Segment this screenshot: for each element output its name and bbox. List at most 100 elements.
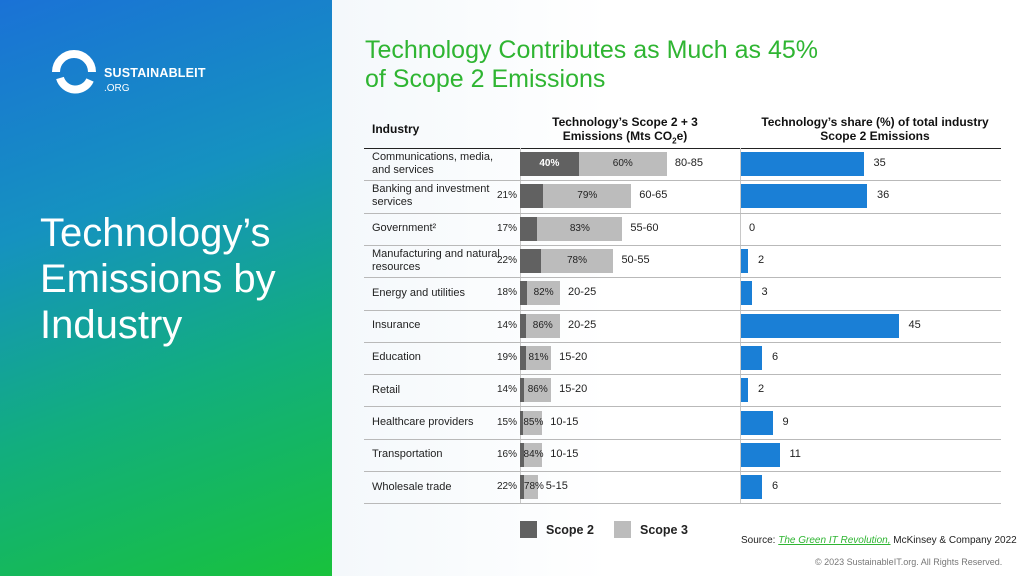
category-label: Healthcare providers [372,416,474,429]
row-rule [364,277,1001,279]
section-title: Technology’s Emissions by Industry [40,211,276,347]
row-rule [364,244,1001,246]
emission-range-label: 15-20 [559,350,588,363]
scope3-label: 82% [533,287,554,299]
legend-label-scope3: Scope 3 [640,523,688,537]
emission-range-label: 55-60 [630,221,659,234]
scope2-label: 18% [496,287,517,299]
row-rule [364,503,1001,505]
scope2-label: 40% [539,158,560,170]
source-prefix: Source: [741,535,779,546]
copyright: © 2023 SustainableIT.org. All Rights Res… [815,557,1003,567]
divider-share [740,148,741,504]
scope3-bar [543,184,632,209]
share-bar [741,442,780,467]
scope3-label: 85% [523,416,544,428]
scope2-bar [520,313,526,338]
scope3-label: 60% [612,158,633,170]
logo-mark-icon [52,50,96,94]
scope2-bar [520,378,525,403]
scope3-bar [523,410,543,435]
category-label: Manufacturing and natural resources [372,248,500,274]
scope3-label: 78% [523,481,544,493]
title-line-1: Technology Contributes as Much as 45% [365,36,819,64]
scope2-bar [520,475,524,500]
scope3-bar [523,442,543,467]
share-bar [741,475,762,500]
scope2-label: 16% [496,448,517,460]
header-emissions-pre: Emissions (Mts CO [562,129,673,143]
emission-range-label: 10-15 [550,415,579,428]
scope2-bar [520,442,524,467]
row-rule [364,471,1001,472]
scope2-label: 15% [496,416,517,428]
share-bar [741,281,752,306]
share-value-label: 36 [877,189,890,202]
scope3-label: 86% [527,384,548,396]
source-link[interactable]: The Green IT Revolution, [778,535,891,546]
row-rule [364,374,1001,376]
scope2-bar [520,410,524,435]
category-label: Energy and utilities [372,286,465,299]
scope2-label: 22% [496,481,517,493]
share-bar [741,313,899,338]
category-label: Banking and investment services [372,183,490,209]
category-label: Education [372,351,421,364]
scope3-label: 86% [532,319,553,331]
share-value-label: 35 [873,157,886,170]
header-share: Technology’s share (%) of total industry… [745,115,1005,143]
emission-range-label: 20-25 [568,286,597,299]
scope2-bar [520,216,538,241]
title-line-2: of Scope 2 Emissions [365,65,606,93]
share-value-label: 6 [772,480,779,493]
row-rule [364,212,1001,214]
source-citation: Source: The Green IT Revolution, McKinse… [741,535,1017,546]
header-emissions-sub: 2 [672,136,677,146]
legend-swatch-scope2 [520,521,537,538]
row-rule [364,180,1001,182]
share-value-label: 3 [761,286,768,299]
emission-range-label: 80-85 [674,157,703,170]
emission-range-label: 50-55 [621,254,650,267]
legend-swatch-scope3 [614,521,631,538]
scope2-label: 22% [496,255,517,267]
share-value-label: 9 [782,415,789,428]
share-bar [741,410,773,435]
scope3-bar [527,281,561,306]
category-label: Insurance [372,319,421,332]
header-emissions-post: e) [676,129,688,143]
emission-range-label: 20-25 [568,318,597,331]
category-label: Retail [372,383,401,396]
scope2-label: 19% [496,351,517,363]
row-rule [364,341,1001,343]
header-emissions-line2: Emissions (Mts CO2e) [530,129,720,148]
right-panel [332,0,1024,576]
scope3-bar [578,152,667,177]
scope2-label: 14% [496,384,517,396]
scope2-bar [520,184,544,209]
scope2-bar [520,345,526,370]
brand-domain: .ORG [104,83,130,94]
share-value-label: 11 [789,447,801,460]
page-title: Technology Contributes as Much as 45% of… [365,36,925,94]
emission-range-label: 60-65 [639,189,668,202]
header-rule [364,148,1001,149]
header-emissions: Technology’s Scope 2 + 3 Emissions (Mts … [530,115,720,148]
scope2-label: 21% [496,190,517,202]
row-rule [364,438,1001,440]
scope3-label: 78% [566,255,587,267]
scope3-label: 81% [528,351,549,363]
share-bar [741,345,762,370]
category-label: Communications, media, and services [372,151,494,177]
header-share-line2: Scope 2 Emissions [820,129,930,143]
source-suffix: McKinsey & Company 2022 [890,535,1017,546]
emission-range-label: 15-20 [559,383,588,396]
header-emissions-line1: Technology’s Scope 2 + 3 [552,115,698,129]
scope3-label: 79% [577,190,598,202]
scope3-bar [524,378,552,403]
share-bar [741,249,748,274]
scope3-bar [525,313,561,338]
scope3-bar [540,249,614,274]
share-bar [741,378,748,403]
scope2-bar [520,249,541,274]
